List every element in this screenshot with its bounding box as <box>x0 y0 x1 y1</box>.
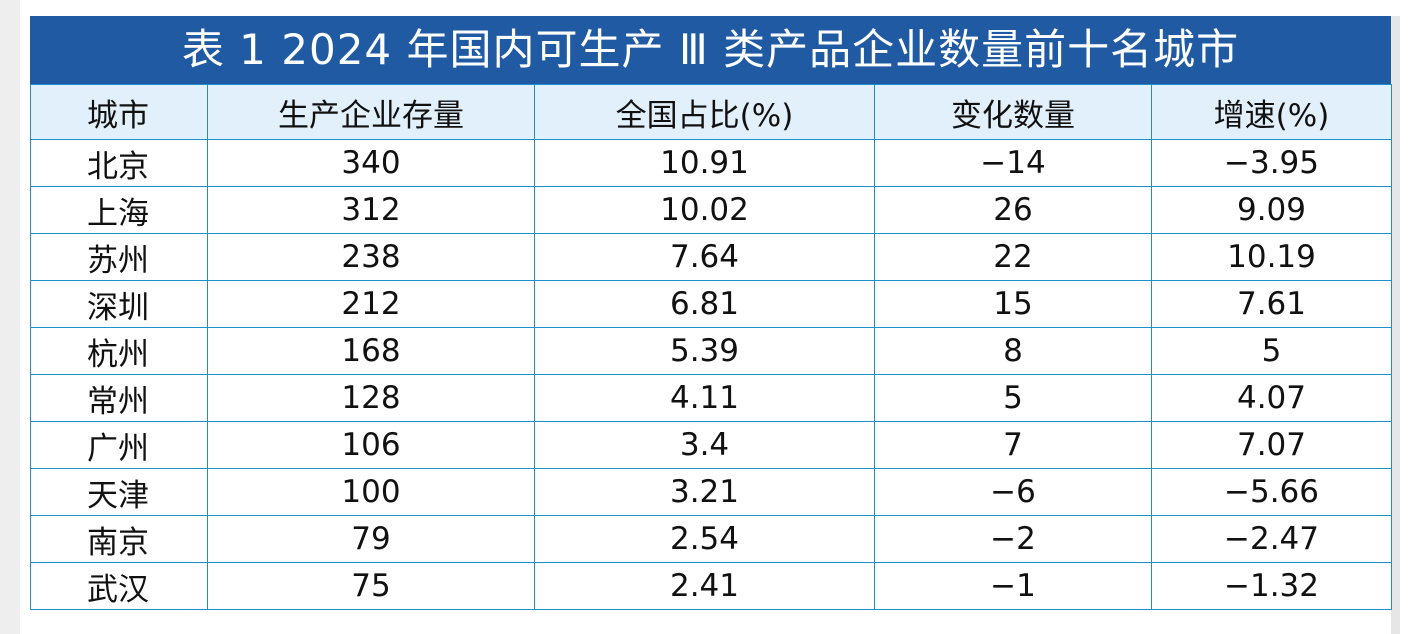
cell-growth: 9.09 <box>1151 186 1392 234</box>
cell-stock: 312 <box>207 186 535 234</box>
table-row: 苏州 238 7.64 22 10.19 <box>30 233 1392 281</box>
cell-city: 深圳 <box>30 280 208 328</box>
cell-share: 10.91 <box>534 139 875 187</box>
cell-share: 2.41 <box>534 562 875 610</box>
cell-city: 天津 <box>30 468 208 516</box>
cell-change: 26 <box>874 186 1152 234</box>
cell-share: 6.81 <box>534 280 875 328</box>
table-row: 南京 79 2.54 −2 −2.47 <box>30 515 1392 563</box>
cell-growth: −1.32 <box>1151 562 1392 610</box>
table-row: 武汉 75 2.41 −1 −1.32 <box>30 562 1392 610</box>
cell-share: 3.4 <box>534 421 875 469</box>
table-row: 常州 128 4.11 5 4.07 <box>30 374 1392 422</box>
cell-growth: 7.07 <box>1151 421 1392 469</box>
header-growth: 增速(%) <box>1151 84 1392 140</box>
header-row: 城市 生产企业存量 全国占比(%) 变化数量 增速(%) <box>30 84 1392 140</box>
header-change: 变化数量 <box>874 84 1152 140</box>
table-row: 深圳 212 6.81 15 7.61 <box>30 280 1392 328</box>
cell-city: 广州 <box>30 421 208 469</box>
left-margin-strip <box>0 0 20 634</box>
table-title: 表 1 2024 年国内可生产 Ⅲ 类产品企业数量前十名城市 <box>30 16 1391 84</box>
cell-stock: 100 <box>207 468 535 516</box>
header-city: 城市 <box>30 84 208 140</box>
cell-change: 22 <box>874 233 1152 281</box>
cell-share: 7.64 <box>534 233 875 281</box>
header-stock: 生产企业存量 <box>207 84 535 140</box>
cell-city: 常州 <box>30 374 208 422</box>
cell-stock: 106 <box>207 421 535 469</box>
cell-stock: 212 <box>207 280 535 328</box>
cell-city: 上海 <box>30 186 208 234</box>
cell-share: 10.02 <box>534 186 875 234</box>
table-row: 杭州 168 5.39 8 5 <box>30 327 1392 375</box>
cell-share: 3.21 <box>534 468 875 516</box>
cell-stock: 168 <box>207 327 535 375</box>
data-table: 城市 生产企业存量 全国占比(%) 变化数量 增速(%) 北京 340 10.9… <box>30 84 1392 610</box>
cell-stock: 340 <box>207 139 535 187</box>
cell-share: 4.11 <box>534 374 875 422</box>
cell-growth: 5 <box>1151 327 1392 375</box>
cell-change: 15 <box>874 280 1152 328</box>
table-row: 北京 340 10.91 −14 −3.95 <box>30 139 1392 187</box>
table-container: 表 1 2024 年国内可生产 Ⅲ 类产品企业数量前十名城市 城市 生产企业存量… <box>30 16 1392 634</box>
cell-growth: −2.47 <box>1151 515 1392 563</box>
right-margin-strip <box>1391 16 1400 634</box>
cell-share: 5.39 <box>534 327 875 375</box>
cell-growth: 4.07 <box>1151 374 1392 422</box>
cell-share: 2.54 <box>534 515 875 563</box>
cell-growth: −5.66 <box>1151 468 1392 516</box>
cell-growth: −3.95 <box>1151 139 1392 187</box>
cell-stock: 128 <box>207 374 535 422</box>
table-row: 广州 106 3.4 7 7.07 <box>30 421 1392 469</box>
cell-city: 南京 <box>30 515 208 563</box>
cell-change: −1 <box>874 562 1152 610</box>
cell-city: 武汉 <box>30 562 208 610</box>
header-share: 全国占比(%) <box>534 84 875 140</box>
cell-change: 7 <box>874 421 1152 469</box>
cell-stock: 75 <box>207 562 535 610</box>
table-row: 上海 312 10.02 26 9.09 <box>30 186 1392 234</box>
cell-change: −2 <box>874 515 1152 563</box>
cell-growth: 10.19 <box>1151 233 1392 281</box>
cell-city: 苏州 <box>30 233 208 281</box>
cell-change: 8 <box>874 327 1152 375</box>
cell-city: 杭州 <box>30 327 208 375</box>
cell-stock: 79 <box>207 515 535 563</box>
cell-change: −14 <box>874 139 1152 187</box>
cell-stock: 238 <box>207 233 535 281</box>
cell-growth: 7.61 <box>1151 280 1392 328</box>
cell-change: −6 <box>874 468 1152 516</box>
cell-change: 5 <box>874 374 1152 422</box>
cell-city: 北京 <box>30 139 208 187</box>
table-row: 天津 100 3.21 −6 −5.66 <box>30 468 1392 516</box>
